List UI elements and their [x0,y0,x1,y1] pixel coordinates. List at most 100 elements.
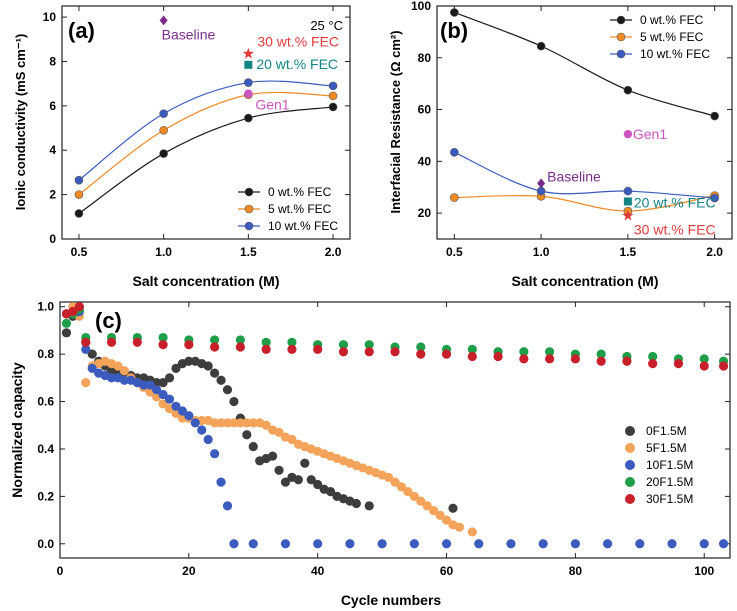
a-series-point-1 [74,190,84,199]
c-series-point-1 [429,505,439,516]
c-series-point-2 [190,418,200,428]
c-series-point-1 [113,361,123,371]
a-annotation-marker-3 [244,89,253,98]
c-series-point-4 [261,344,271,355]
c-series-point-3 [261,337,271,347]
c-series-point-3 [467,344,477,355]
a-ytick-label: 10 [43,10,57,24]
c-series-point-3 [364,340,374,350]
a-series-point-2 [74,175,84,185]
c-series-point-0 [448,503,458,513]
panel-a-curves [78,80,334,214]
c-series-point-3 [158,332,168,343]
c-series-point-2 [87,363,97,373]
panel-a-annotations: Baseline 30 wt.% FEC 20 wt.% FEC Gen1 [159,15,339,113]
panel-c-ylabel: Normalized capacity [9,362,25,498]
c-series-point-2 [280,539,291,549]
panel-b-legend: 0 wt.% FEC 5 wt.% FEC 10 wt.% FEC [610,13,710,61]
c-series-point-4 [158,340,168,350]
c-series-point-1 [383,472,394,483]
a-series-line-2 [78,80,334,181]
c-series-point-1 [210,418,220,428]
a-annotation-label-2: 20 wt.% FEC [256,56,338,72]
b-series-line-1 [454,194,715,212]
c-series-point-4 [570,354,580,364]
c-ytick-label: 0.6 [37,395,54,409]
panel-b-annotations: Gen1 Baseline 20 wt.% FEC 30 wt.% FEC [537,126,716,238]
c-series-point-4 [68,306,78,317]
c-series-point-0 [87,349,97,359]
c-series-point-3 [519,347,529,357]
panel-b-curves [454,11,715,212]
c-series-point-4 [390,347,400,357]
c-xtick-label: 80 [569,564,583,578]
panel-c-axes: 0 20 40 60 80 100 0.0 0.2 0.4 0.6 0.8 1.0 [37,300,730,578]
c-series-point-2 [216,477,226,487]
c-series-point-1 [119,366,130,376]
c-series-point-1 [158,399,168,409]
c-series-point-1 [216,418,226,428]
c-legend-label-3: 20F1.5M [646,475,693,489]
c-series-point-2 [171,401,181,411]
a-legend-marker-0 [244,187,254,197]
c-series-point-0 [203,361,213,371]
b-ytick-label: 100 [411,0,431,13]
a-series-point-0 [244,113,253,123]
a-legend-marker-1 [244,204,254,214]
c-series-point-4 [519,354,529,364]
c-series-point-4 [74,302,84,312]
b-series-point-0 [450,8,459,17]
c-series-point-0 [274,465,284,475]
c-series-point-2 [538,539,548,549]
c-xtick-label: 100 [694,564,714,578]
c-legend-marker-4 [625,494,635,504]
panel-b-frame [436,5,733,240]
a-legend-marker-2 [244,221,254,231]
c-series-point-2 [313,539,323,549]
c-series-point-4 [622,356,632,366]
c-series-point-1 [409,491,419,501]
b-series-point-0 [623,85,633,95]
b-series-point-0 [710,111,719,121]
c-series-point-2 [222,501,233,511]
c-series-point-0 [61,328,72,338]
a-series-point-1 [159,125,168,135]
c-series-point-2 [506,539,516,549]
b-annotation-label-1: Baseline [547,168,601,184]
c-series-point-2 [229,539,239,549]
panel-b-ylabel: Interfacial Resistance (Ω cm²) [388,30,403,213]
a-series-point-2 [328,81,338,91]
a-series-point-0 [74,209,84,218]
c-series-point-0 [229,396,239,407]
b-ytick-label: 40 [418,154,432,168]
c-series-point-0 [164,373,175,383]
c-series-point-1 [274,427,284,437]
c-series-point-0 [351,498,361,509]
panel-b-xlabel: Salt concentration (M) [511,273,658,289]
c-series-point-4 [287,344,297,355]
c-series-point-3 [648,351,658,362]
c-series-point-2 [203,434,213,445]
a-series-point-2 [244,78,253,87]
c-series-point-0 [158,377,168,388]
c-series-point-1 [242,418,252,428]
c-series-point-2 [177,406,188,416]
c-series-point-0 [306,475,316,485]
panel-c: 0 20 40 60 80 100 0.0 0.2 0.4 0.6 0.8 1.0 (c) Cycle… [9,300,731,608]
c-series-point-4 [545,354,555,364]
b-annotation-marker-1 [537,178,546,189]
b-xtick-label: 2.0 [706,245,723,259]
c-series-point-4 [416,349,426,359]
c-series-point-4 [699,361,709,371]
b-series-point-1 [450,193,459,202]
c-series-point-0 [293,475,303,485]
b-ytick-label: 80 [418,51,432,65]
b-series-point-2 [710,193,719,203]
a-series-point-0 [159,149,168,158]
b-ytick-label: 20 [418,206,432,220]
b-annotation-marker-0 [623,129,633,139]
c-series-point-1 [248,418,258,428]
c-series-point-1 [403,487,413,497]
a-annotation-label-0: Baseline [162,26,216,42]
c-series-point-1 [261,420,271,430]
